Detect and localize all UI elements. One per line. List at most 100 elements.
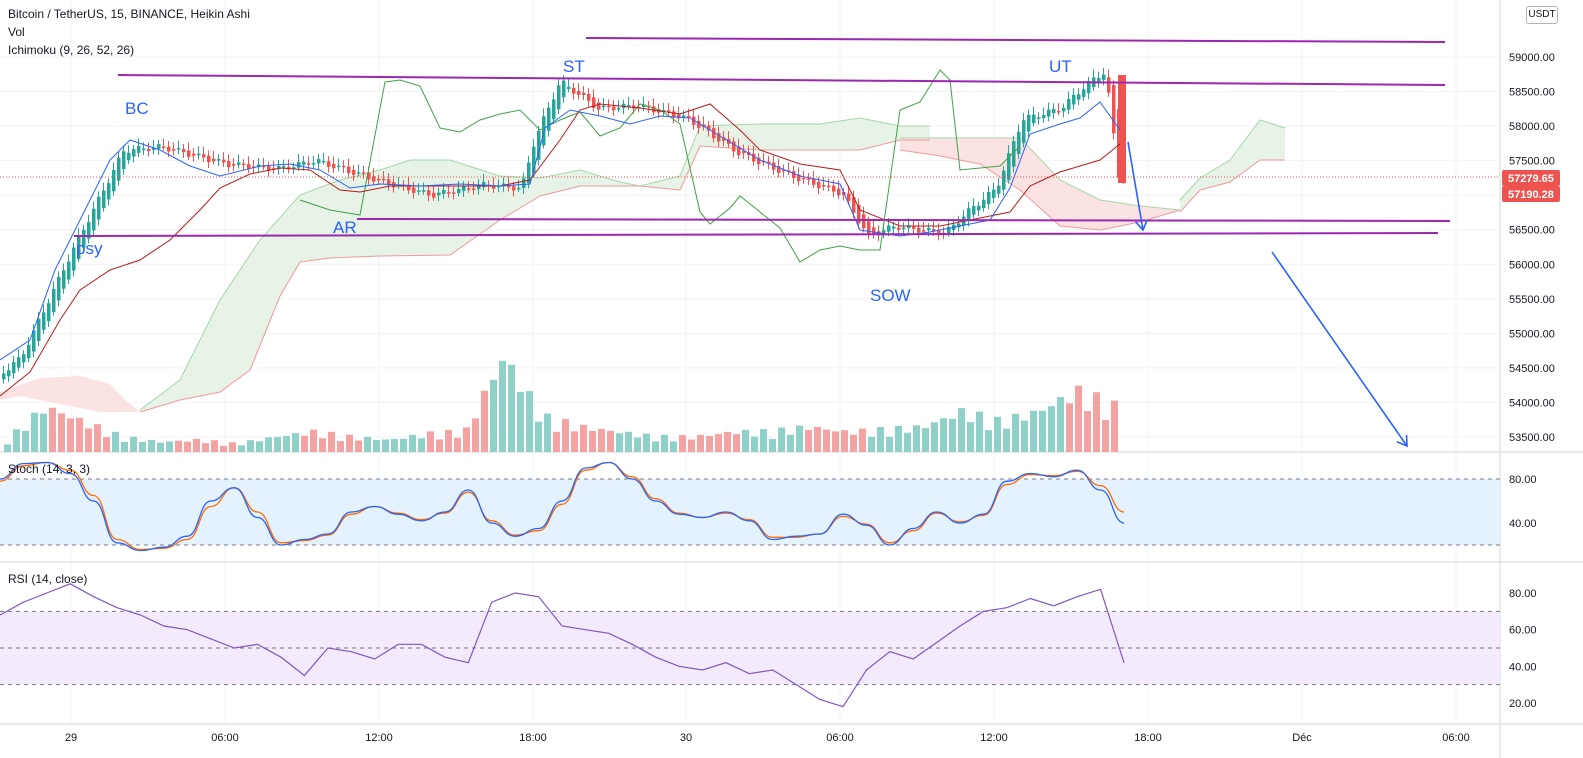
volume-bar: [832, 431, 839, 452]
volume-bar: [733, 434, 740, 452]
candle-body: [412, 187, 416, 193]
candle-body: [187, 150, 191, 157]
price-badge-label: 57279.65: [1508, 173, 1554, 185]
candle-body: [512, 186, 516, 191]
candle-body: [777, 166, 781, 173]
volume-bar: [1102, 419, 1109, 452]
candle-body: [1102, 74, 1106, 81]
candle-body: [482, 181, 486, 188]
candle-body: [27, 344, 31, 359]
candle-body: [617, 108, 621, 110]
candle-body: [457, 188, 461, 194]
volume-bar: [499, 360, 506, 452]
candle-body: [107, 183, 111, 200]
candle-body: [262, 165, 266, 168]
candle-body: [712, 128, 716, 139]
candle-body: [1057, 111, 1061, 113]
candle-body: [492, 185, 496, 189]
candle-body: [297, 162, 301, 168]
ichimoku-cloud-bullish: [1180, 120, 1285, 212]
volume-bar: [148, 439, 155, 452]
volume-bar: [4, 444, 11, 452]
time-axis-label: 12:00: [980, 732, 1008, 744]
candle-body: [547, 107, 551, 131]
candle-body: [867, 221, 871, 234]
volume-bar: [1057, 397, 1064, 452]
volume-bar: [67, 418, 74, 452]
candle-body: [697, 120, 701, 128]
candle-body: [532, 146, 536, 173]
volume-bar: [616, 433, 623, 452]
currency-button[interactable]: USDT: [1526, 6, 1558, 24]
candle-body: [847, 193, 851, 201]
candle-body: [352, 169, 356, 175]
volume-bar: [751, 436, 758, 452]
volume-bar: [571, 431, 578, 452]
candle-body: [102, 190, 106, 209]
candle-body: [77, 235, 81, 260]
ichimoku-legend: Ichimoku (9, 26, 52, 26): [8, 43, 135, 57]
candle-body: [737, 146, 741, 156]
ichimoku-cloud-bearish: [900, 138, 1180, 230]
candle-body: [342, 165, 346, 168]
volume-bar: [553, 431, 560, 452]
candle-body: [642, 104, 646, 107]
volume-bar: [121, 441, 128, 452]
volume-bar: [211, 440, 218, 452]
volume-bar: [679, 435, 686, 452]
candle-body: [912, 226, 916, 229]
volume-bar: [841, 430, 848, 452]
candle-body: [112, 169, 116, 192]
wyckoff-label-ut: UT: [1049, 57, 1072, 76]
ichimoku-span-a: [900, 137, 1181, 211]
projection-arrow-long: [1271, 251, 1408, 447]
candle-body: [127, 152, 131, 161]
candle-body: [162, 146, 166, 148]
volume-bar: [1003, 428, 1010, 452]
volume-bar: [1111, 400, 1118, 452]
candle-body: [1037, 117, 1041, 119]
ichimoku-cloud-bullish: [140, 118, 930, 412]
projection-arrow-short-head: [1135, 219, 1148, 232]
volume-bar: [850, 434, 857, 452]
candle-body: [497, 185, 501, 188]
candle-body: [987, 191, 991, 204]
candle-body: [597, 102, 601, 110]
candle-body: [177, 148, 181, 150]
volume-bar: [229, 442, 236, 452]
candle-body: [717, 133, 721, 142]
rsi-axis-label: 60.00: [1509, 625, 1537, 637]
price-axis-label: 58500.00: [1509, 87, 1555, 99]
volume-bar: [1084, 411, 1091, 452]
volume-bar: [607, 430, 614, 452]
candle-body: [407, 184, 411, 191]
volume-bar: [418, 438, 425, 452]
volume-bar: [535, 421, 542, 452]
volume-bar: [112, 431, 119, 452]
candle-body: [157, 144, 161, 149]
candle-body: [907, 225, 911, 229]
candle-body: [612, 106, 616, 111]
candle-body: [892, 226, 896, 229]
volume-bar: [517, 391, 524, 452]
rsi-axis-label: 80.00: [1509, 588, 1537, 600]
candle-body: [367, 172, 371, 180]
candle-body: [42, 312, 46, 330]
stoch-legend: Stoch (14, 3, 3): [8, 462, 91, 476]
candle-body: [257, 164, 261, 168]
wyckoff-label-bc: BC: [125, 99, 149, 118]
candle-body: [57, 276, 61, 301]
volume-bar: [274, 436, 281, 452]
candle-body: [292, 167, 296, 169]
volume-bar: [301, 435, 308, 452]
volume-bar: [49, 407, 56, 452]
candle-body: [807, 178, 811, 180]
candle-body: [687, 115, 691, 118]
candle-body: [677, 114, 681, 119]
volume-bar: [625, 431, 632, 452]
candle-body: [242, 163, 246, 166]
volume-bar: [436, 439, 443, 452]
stoch-axis-label: 40.00: [1509, 518, 1537, 530]
price-badge-label: 57190.28: [1508, 189, 1554, 201]
